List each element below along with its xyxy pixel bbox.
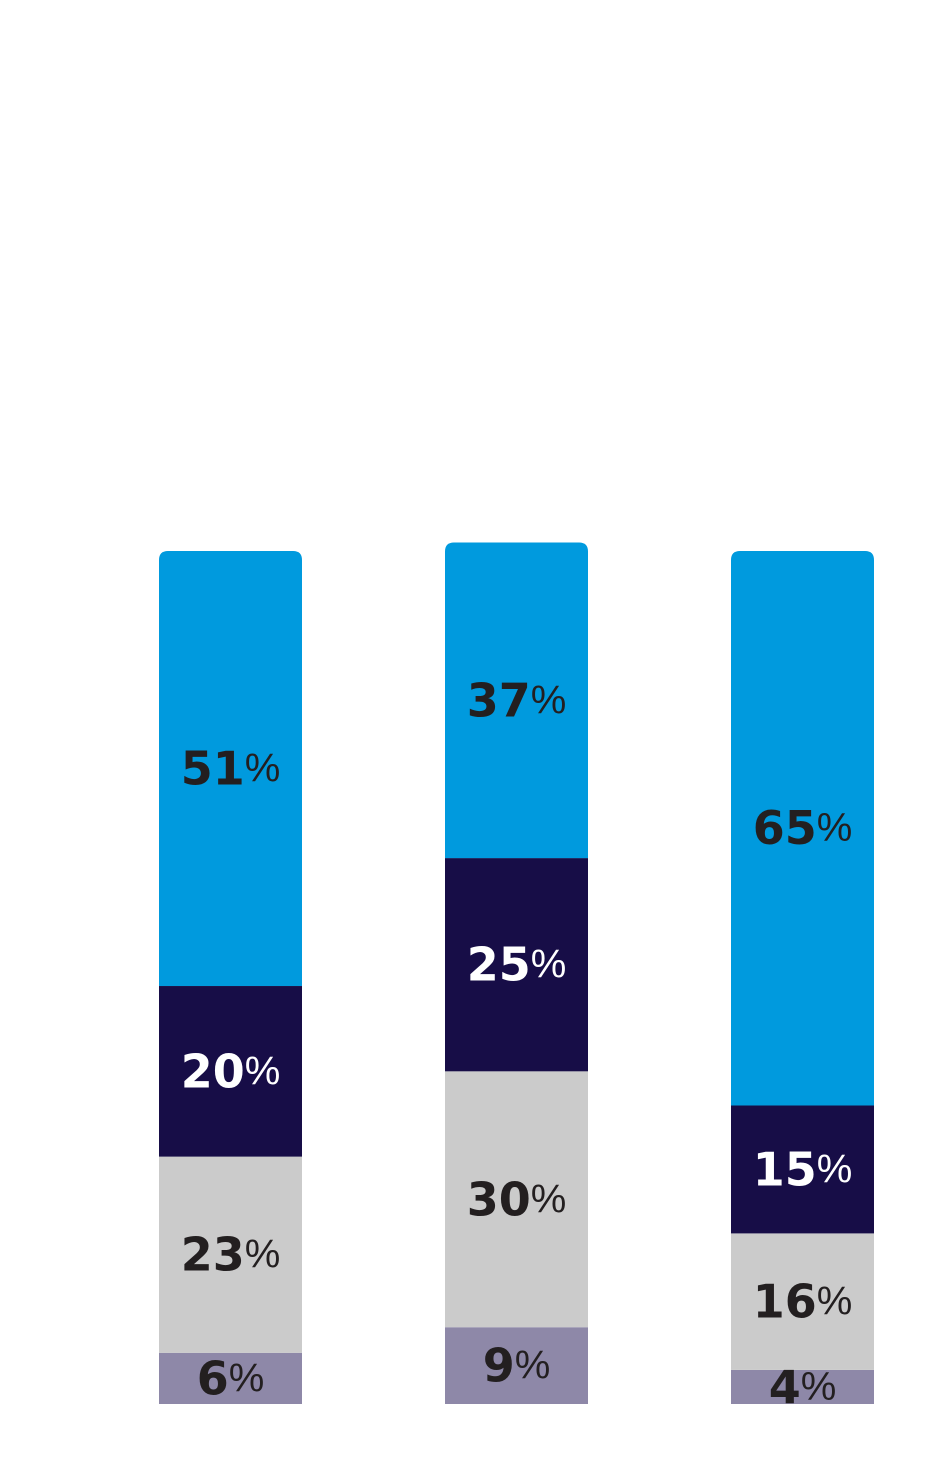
data-label-unit: %: [801, 1365, 837, 1409]
bar-segment: [731, 551, 874, 1106]
bar-segment: [445, 858, 588, 1072]
data-label-value: 20: [181, 1044, 245, 1098]
data-label-value: 15: [753, 1142, 817, 1196]
data-label-unit: %: [245, 1233, 281, 1277]
data-label-unit: %: [229, 1356, 265, 1400]
data-label-value: 37: [467, 673, 531, 727]
data-label-value: 25: [467, 938, 531, 992]
data-label-unit: %: [245, 1049, 281, 1093]
data-label-unit: %: [531, 943, 567, 987]
data-label-value: 30: [467, 1172, 531, 1226]
bar-segment: [445, 1327, 588, 1404]
data-label: 25%: [467, 938, 567, 992]
data-label-value: 65: [753, 801, 817, 855]
data-label-value: 23: [181, 1228, 245, 1282]
bar-segment: [159, 986, 302, 1157]
data-label: 37%: [467, 673, 567, 727]
data-label: 15%: [753, 1142, 853, 1196]
data-label: 23%: [181, 1228, 281, 1282]
bar-segment: [159, 1352, 302, 1404]
data-label-unit: %: [245, 747, 281, 791]
data-label-value: 9: [483, 1339, 515, 1393]
data-label: 9%: [483, 1339, 551, 1393]
data-label-value: 16: [753, 1275, 817, 1329]
data-label-value: 51: [181, 742, 245, 796]
bar-segment: [731, 1105, 874, 1234]
data-label-unit: %: [817, 806, 853, 850]
bar-segment: [445, 542, 588, 859]
data-label: 65%: [753, 801, 853, 855]
bar-segment: [159, 1156, 302, 1353]
bar-segment: [159, 551, 302, 987]
bar-segment: [445, 1071, 588, 1328]
bar-group: 6%23%20%51%: [159, 551, 302, 1405]
data-label: 6%: [197, 1351, 265, 1405]
bar-segment: [731, 1369, 874, 1404]
data-label-unit: %: [531, 1177, 567, 1221]
data-label-unit: %: [817, 1280, 853, 1324]
bar-segment: [731, 1233, 874, 1370]
data-label: 16%: [753, 1275, 853, 1329]
data-label: 51%: [181, 742, 281, 796]
data-label: 30%: [467, 1172, 567, 1226]
data-label-unit: %: [515, 1344, 551, 1388]
data-label-value: 6: [197, 1351, 229, 1405]
bar-group: 4%16%15%65%: [731, 551, 874, 1414]
data-label: 20%: [181, 1044, 281, 1098]
data-label-unit: %: [531, 678, 567, 722]
data-label-unit: %: [817, 1147, 853, 1191]
bar-group: 9%30%25%37%: [445, 542, 588, 1404]
